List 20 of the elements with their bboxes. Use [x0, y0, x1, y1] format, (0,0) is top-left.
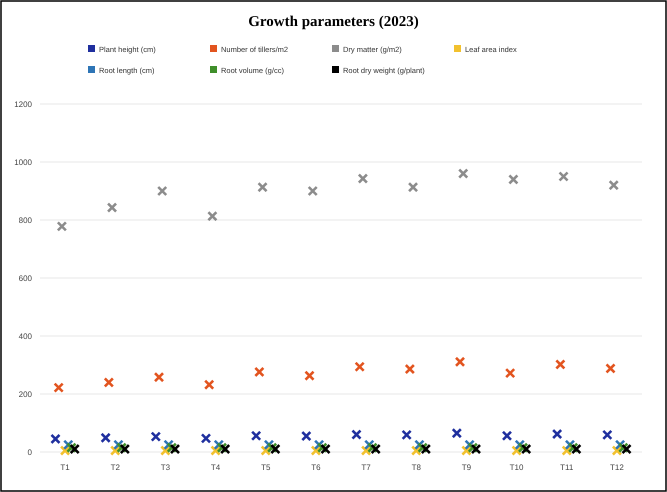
x-tick-label: T9 [462, 463, 472, 472]
x-tick-label: T7 [361, 463, 372, 472]
x-tick-label: T8 [412, 463, 422, 472]
x-tick-label: T10 [510, 463, 524, 472]
y-tick-label: 1200 [14, 100, 33, 109]
y-tick-label: 0 [28, 448, 33, 457]
x-tick-label: T4 [210, 463, 221, 472]
y-tick-label: 800 [18, 216, 33, 225]
x-tick-label: T5 [261, 463, 271, 472]
chart-title: Growth parameters (2023) [248, 14, 419, 30]
y-tick-label: 200 [18, 390, 33, 399]
x-tick-label: T1 [60, 463, 70, 472]
x-tick-label: T11 [560, 463, 574, 472]
x-tick-label: T2 [110, 463, 120, 472]
y-tick-label: 600 [18, 274, 33, 283]
y-tick-label: 400 [18, 332, 33, 341]
x-tick-label: T12 [610, 463, 624, 472]
x-tick-label: T3 [160, 463, 171, 472]
y-tick-label: 1000 [14, 158, 33, 167]
x-tick-label: T6 [311, 463, 322, 472]
